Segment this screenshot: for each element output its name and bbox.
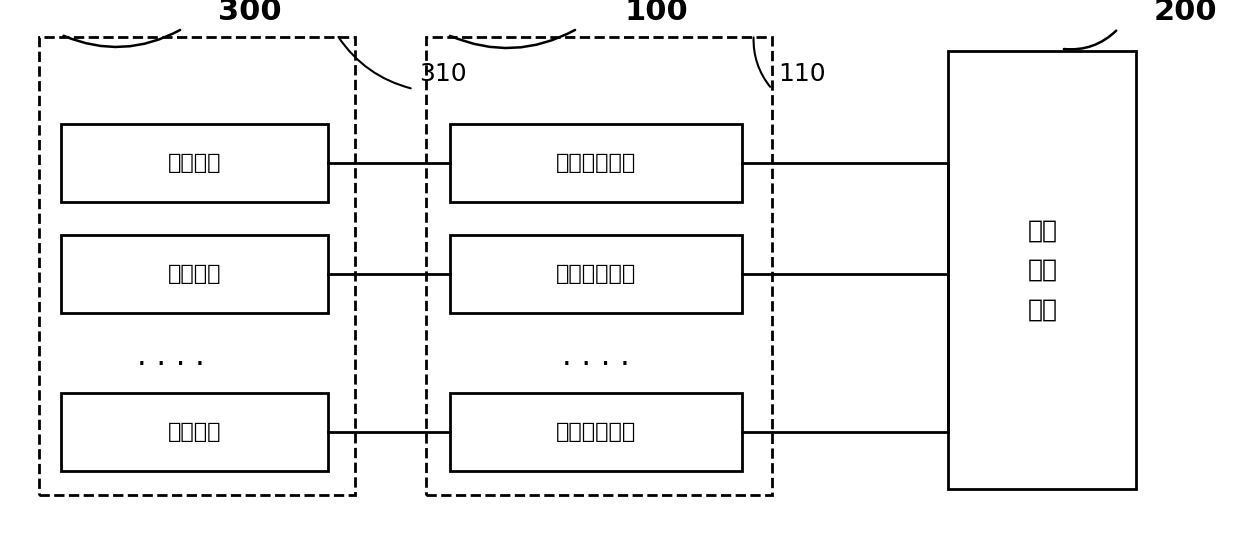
- Text: 100: 100: [625, 0, 688, 26]
- Text: 储能元件: 储能元件: [167, 422, 222, 442]
- FancyArrowPatch shape: [1064, 30, 1116, 49]
- Text: 采集
驱动
模块: 采集 驱动 模块: [1027, 219, 1058, 321]
- Text: 300: 300: [217, 0, 281, 26]
- Text: · · · ·: · · · ·: [136, 351, 205, 380]
- Bar: [450, 235, 742, 313]
- Text: 110: 110: [777, 63, 826, 87]
- Bar: [425, 37, 771, 495]
- Text: 储能元件: 储能元件: [167, 264, 222, 284]
- FancyArrowPatch shape: [450, 30, 575, 48]
- FancyArrowPatch shape: [339, 37, 410, 88]
- Bar: [450, 124, 742, 202]
- Text: · · · ·: · · · ·: [562, 351, 630, 380]
- Text: 200: 200: [1153, 0, 1216, 26]
- Text: 310: 310: [419, 63, 467, 87]
- FancyArrowPatch shape: [63, 30, 180, 47]
- Bar: [450, 393, 742, 471]
- Bar: [949, 51, 1136, 489]
- Bar: [61, 393, 329, 471]
- Bar: [40, 37, 355, 495]
- Text: 均衡电路单元: 均衡电路单元: [556, 153, 636, 173]
- Bar: [61, 124, 329, 202]
- Bar: [61, 235, 329, 313]
- Text: 储能元件: 储能元件: [167, 153, 222, 173]
- FancyArrowPatch shape: [754, 37, 770, 87]
- Text: 均衡电路单元: 均衡电路单元: [556, 422, 636, 442]
- Text: 均衡电路单元: 均衡电路单元: [556, 264, 636, 284]
